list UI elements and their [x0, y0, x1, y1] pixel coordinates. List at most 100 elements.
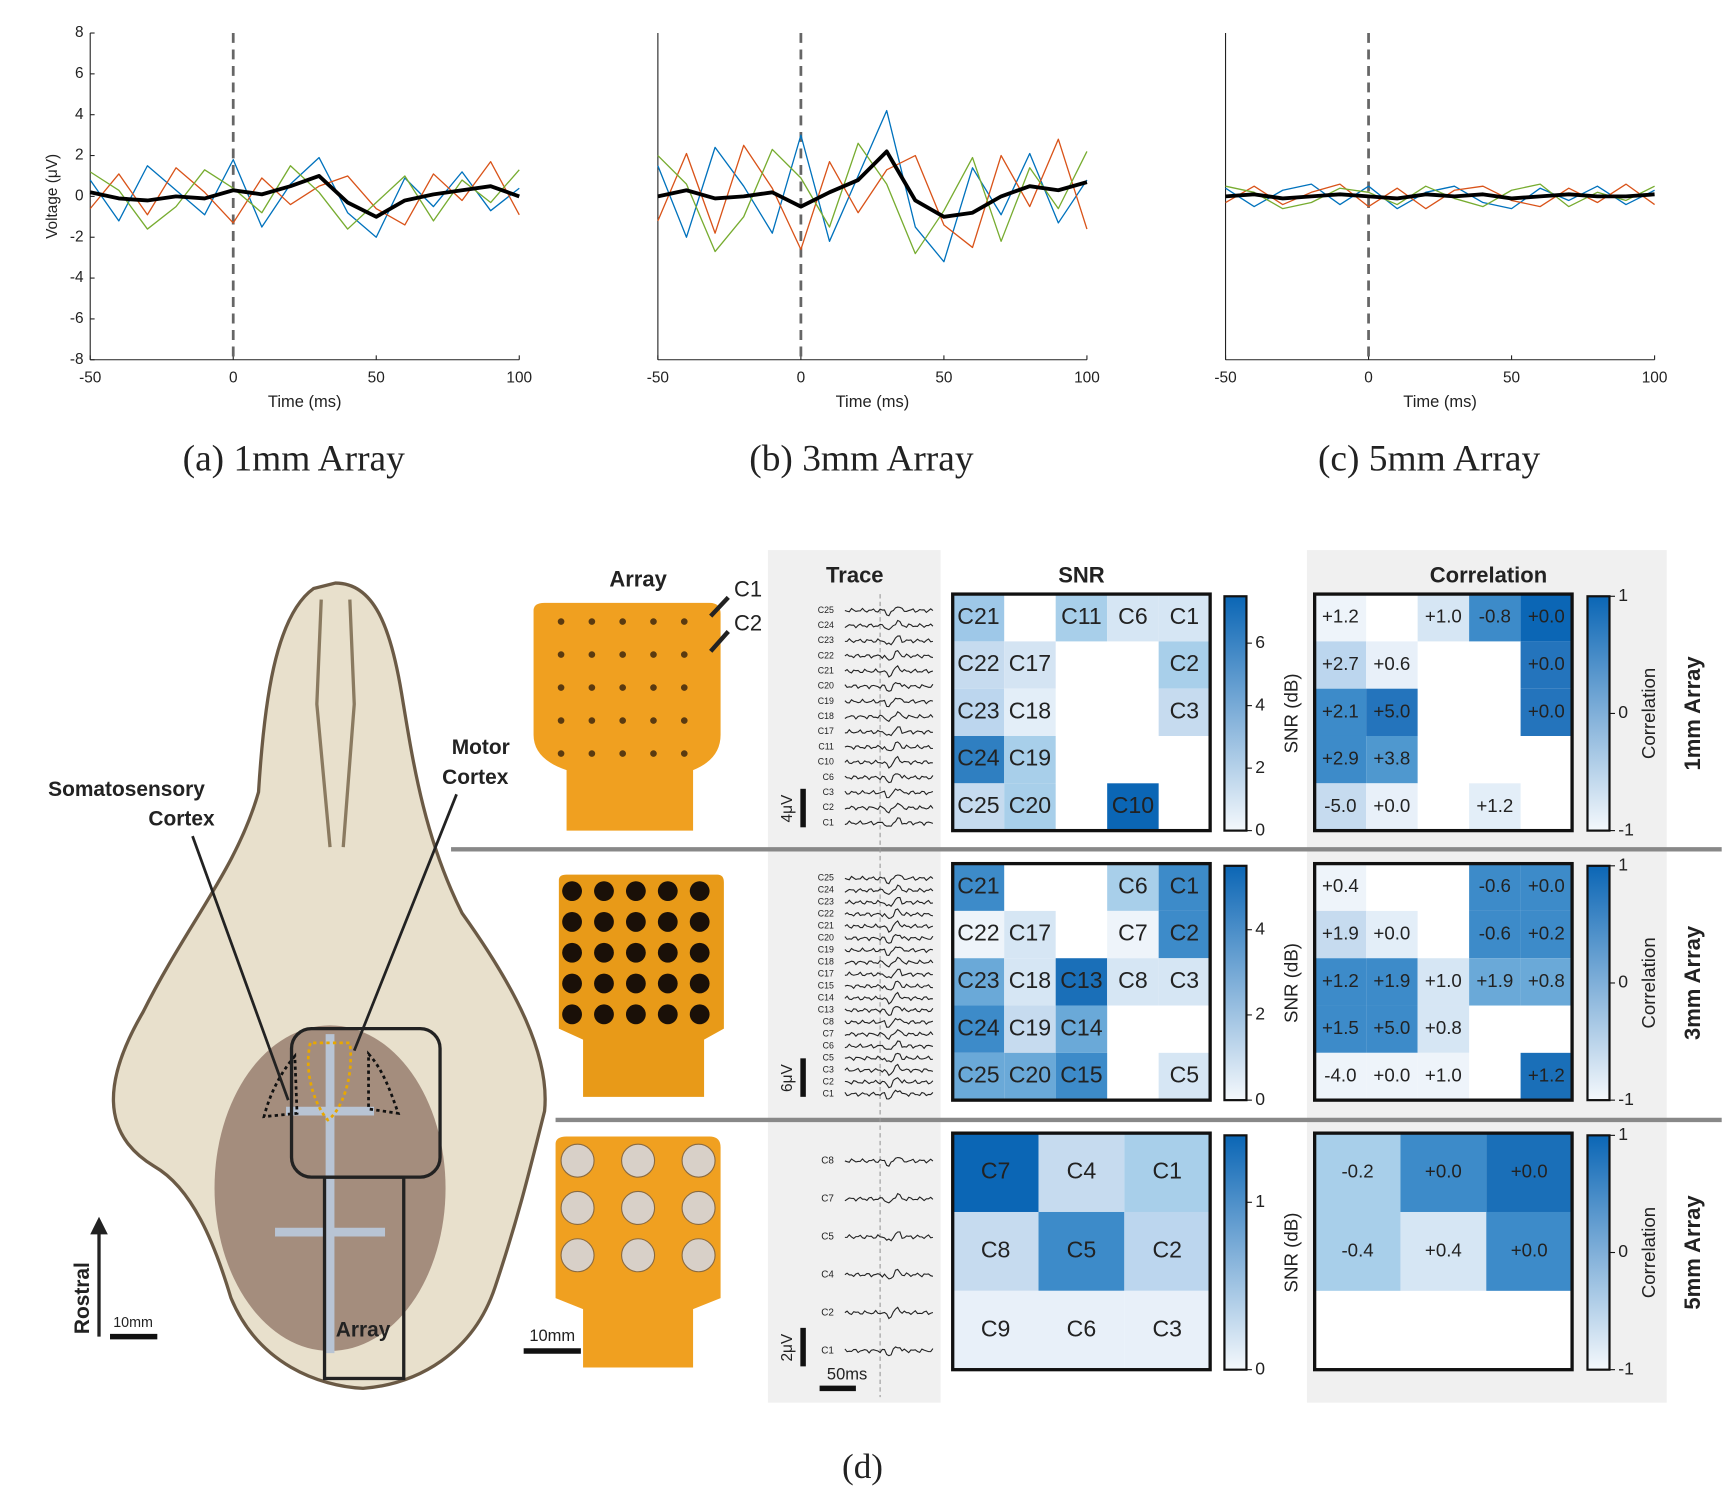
heatmap-cell-label: +0.6 — [1373, 653, 1410, 674]
series-line — [89, 165, 520, 230]
heatmap-cell — [1055, 594, 1108, 642]
heatmap-cell — [1124, 1133, 1211, 1212]
heatmap-frame — [951, 1131, 1212, 1372]
colorbar — [1223, 1134, 1248, 1371]
series-line — [1225, 192, 1655, 201]
heatmap-cell-label: C19 — [1009, 1014, 1051, 1040]
trace-waveform — [844, 1029, 934, 1041]
heatmap-cell-label: C1 — [1170, 872, 1200, 898]
heatmap-cell — [1366, 641, 1418, 689]
electrode — [557, 618, 565, 625]
trace-waveform — [844, 649, 934, 661]
electrode — [689, 912, 710, 932]
colorbar-tick-label: -1 — [1618, 1089, 1634, 1109]
electrode — [562, 912, 582, 932]
heatmap-cell-label: C17 — [1009, 650, 1051, 676]
electrode — [625, 912, 646, 932]
heatmap-cell — [1158, 688, 1211, 736]
electrode — [657, 973, 678, 994]
heatmap-cell — [952, 783, 1005, 831]
electrode — [681, 1238, 716, 1273]
colorbar-label: Correlation — [1638, 668, 1659, 759]
skull-suture — [315, 599, 356, 848]
heatmap-cell-label: -5.0 — [1324, 795, 1356, 816]
skull-illustration — [90, 581, 547, 1391]
trace-waveform — [844, 1231, 934, 1242]
panel-caption: (d) — [842, 1447, 883, 1486]
electrode — [619, 618, 626, 625]
series-line — [1225, 183, 1655, 210]
channel-label: C18 — [818, 711, 834, 721]
colorbar-tick-label: 1 — [1618, 854, 1628, 874]
heatmap-cell — [952, 688, 1005, 736]
heatmap-cell-label: C23 — [957, 697, 999, 723]
channel-label: C22 — [818, 909, 834, 919]
label-line: Somatosensory — [48, 777, 205, 800]
electrode — [650, 684, 657, 691]
colorbar-tick-label: 1 — [1618, 1124, 1628, 1144]
electrode — [657, 881, 678, 902]
electrode — [689, 1004, 710, 1025]
electrode — [689, 942, 710, 963]
electrode — [557, 651, 565, 658]
electrode — [594, 1004, 614, 1025]
heatmap-cell — [1314, 783, 1367, 831]
heatmap-cell — [952, 958, 1005, 1006]
channel-label: C25 — [818, 873, 834, 883]
heatmap-cell-label: +0.0 — [1511, 1239, 1548, 1260]
colorbar-tick-label: 0 — [1255, 1358, 1265, 1378]
heatmap-cell-label: +0.0 — [1425, 1161, 1462, 1182]
heatmap-cell-label: C23 — [957, 967, 999, 993]
heatmap-cell — [1314, 735, 1367, 784]
heatmap-cell-label: C19 — [1009, 745, 1051, 771]
x-tick-label: 100 — [506, 370, 532, 387]
channel-label: C2 — [823, 802, 834, 812]
heatmap-cell — [1038, 1133, 1125, 1212]
heatmap-cell — [1486, 1211, 1573, 1291]
electrode — [680, 651, 688, 658]
heatmap-cell-label: +1.2 — [1476, 795, 1513, 816]
heatmap-cell-label: C3 — [1152, 1315, 1182, 1341]
heatmap-cell-label: C13 — [1060, 967, 1102, 993]
heatmap-cell — [1486, 1133, 1573, 1212]
x-tick-label: -50 — [79, 370, 101, 387]
electrode — [588, 750, 596, 757]
electrode — [588, 618, 596, 625]
y-tick-label: -8 — [70, 351, 84, 368]
heatmap-cell — [1314, 910, 1367, 959]
x-tick-label: 100 — [1642, 370, 1668, 387]
heatmap-cell-label: +1.9 — [1373, 970, 1410, 991]
heatmap-cell — [1366, 735, 1418, 784]
electrode — [560, 1143, 595, 1178]
heatmap-cell-label: +0.8 — [1425, 1017, 1462, 1038]
heatmap-cell — [1469, 594, 1521, 642]
heatmap-cell-label: +0.0 — [1373, 923, 1410, 944]
heatmap-cell — [1158, 958, 1211, 1006]
channel-label: C2 — [821, 1307, 834, 1318]
electrode — [594, 942, 614, 963]
channel-label: C3 — [823, 787, 834, 797]
x-axis-label: Time (ms) — [268, 393, 342, 411]
electrode — [680, 750, 688, 757]
series-line — [89, 161, 520, 226]
heatmap-cell — [1004, 1005, 1056, 1053]
rostral-arrowhead — [90, 1216, 108, 1235]
colorbar-label: Correlation — [1638, 937, 1659, 1028]
heatmap-cell — [1004, 783, 1056, 831]
heatmap-frame — [1313, 861, 1574, 1102]
trace-waveform — [844, 1346, 934, 1357]
colorbar-label: Correlation — [1638, 1207, 1659, 1298]
channel-label: C20 — [818, 933, 834, 943]
x-tick-label: 100 — [1074, 370, 1100, 387]
colorbar-tick-label: 0 — [1618, 1241, 1628, 1261]
heatmap-frame — [1313, 1131, 1574, 1372]
heatmap-cell — [1366, 910, 1418, 959]
heatmap-cell — [1314, 1211, 1401, 1291]
trace-waveform — [844, 1192, 934, 1204]
heatmap-cell-label: +0.4 — [1425, 1239, 1462, 1260]
electrode — [625, 881, 646, 902]
row-label: 1mm Array — [1680, 656, 1705, 771]
channel-label: C8 — [823, 1017, 834, 1027]
heatmap-cell — [1314, 1133, 1401, 1212]
heatmap-cell-label: +1.0 — [1425, 1064, 1462, 1085]
